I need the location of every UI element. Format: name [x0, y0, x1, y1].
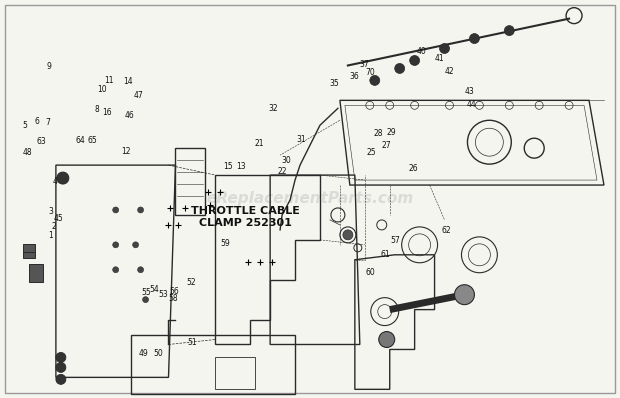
Text: 54: 54 [149, 285, 159, 294]
Circle shape [113, 207, 118, 213]
Circle shape [138, 207, 144, 213]
Text: 4: 4 [53, 177, 58, 185]
Text: 12: 12 [121, 147, 131, 156]
Text: 8: 8 [94, 105, 99, 114]
Text: 16: 16 [102, 108, 112, 117]
FancyBboxPatch shape [23, 252, 35, 258]
Text: 57: 57 [391, 236, 400, 245]
Text: 61: 61 [381, 250, 390, 259]
Text: 2: 2 [52, 222, 56, 231]
Circle shape [410, 55, 420, 65]
Circle shape [138, 267, 144, 273]
Text: 46: 46 [125, 111, 135, 120]
Text: 49: 49 [138, 349, 148, 358]
Text: 11: 11 [104, 76, 114, 84]
Text: 47: 47 [133, 92, 143, 100]
Text: 27: 27 [382, 141, 391, 150]
Text: 3: 3 [48, 207, 53, 216]
Circle shape [56, 375, 66, 384]
Text: 56: 56 [169, 287, 179, 295]
Text: 1: 1 [48, 231, 53, 240]
Text: 64: 64 [75, 136, 85, 145]
Text: 70: 70 [366, 68, 376, 77]
Text: 58: 58 [168, 295, 178, 303]
Text: 26: 26 [409, 164, 419, 173]
Text: 37: 37 [360, 60, 370, 68]
Text: 29: 29 [387, 128, 396, 137]
Text: 21: 21 [255, 139, 264, 148]
Text: 40: 40 [417, 47, 426, 56]
Text: 53: 53 [158, 291, 168, 299]
Text: 15: 15 [224, 162, 233, 171]
Text: 14: 14 [123, 78, 133, 86]
Circle shape [113, 267, 118, 273]
Circle shape [370, 76, 380, 86]
Circle shape [133, 242, 139, 248]
Text: 35: 35 [330, 80, 340, 88]
Text: 42: 42 [444, 67, 454, 76]
Circle shape [56, 363, 66, 373]
Text: 41: 41 [435, 54, 445, 63]
FancyBboxPatch shape [23, 244, 35, 252]
Text: 28: 28 [373, 129, 383, 138]
Circle shape [56, 353, 66, 363]
Text: 60: 60 [366, 268, 376, 277]
Text: 31: 31 [296, 135, 306, 144]
Circle shape [57, 172, 69, 184]
Text: 25: 25 [367, 148, 376, 157]
Circle shape [454, 285, 474, 304]
Circle shape [113, 242, 118, 248]
Text: 45: 45 [54, 215, 63, 223]
Text: eReplacementParts.com: eReplacementParts.com [206, 191, 414, 207]
Circle shape [379, 332, 395, 347]
Text: THROTTLE CABLE
CLAMP 252301: THROTTLE CABLE CLAMP 252301 [191, 206, 299, 228]
Text: 50: 50 [154, 349, 164, 358]
Text: 30: 30 [281, 156, 291, 165]
Circle shape [395, 63, 405, 74]
Text: 59: 59 [220, 239, 229, 248]
Text: 65: 65 [87, 136, 97, 145]
Text: 52: 52 [187, 278, 196, 287]
Text: 7: 7 [45, 118, 50, 127]
FancyBboxPatch shape [29, 264, 43, 282]
Circle shape [143, 297, 149, 302]
Text: 22: 22 [277, 167, 287, 176]
Text: 48: 48 [22, 148, 32, 157]
Text: 44: 44 [467, 100, 477, 109]
Text: 9: 9 [47, 62, 51, 70]
Circle shape [504, 25, 514, 35]
Text: 5: 5 [22, 121, 27, 130]
Text: 36: 36 [350, 72, 360, 80]
Text: 43: 43 [464, 88, 474, 96]
Text: 32: 32 [268, 104, 278, 113]
Circle shape [343, 230, 353, 240]
Text: 10: 10 [97, 86, 107, 94]
Text: 13: 13 [236, 162, 246, 171]
Text: 63: 63 [37, 137, 46, 146]
Text: 55: 55 [141, 288, 151, 297]
Circle shape [469, 33, 479, 43]
Circle shape [440, 43, 450, 53]
Text: 6: 6 [35, 117, 39, 126]
Text: 51: 51 [188, 338, 197, 347]
Text: 62: 62 [441, 226, 451, 235]
